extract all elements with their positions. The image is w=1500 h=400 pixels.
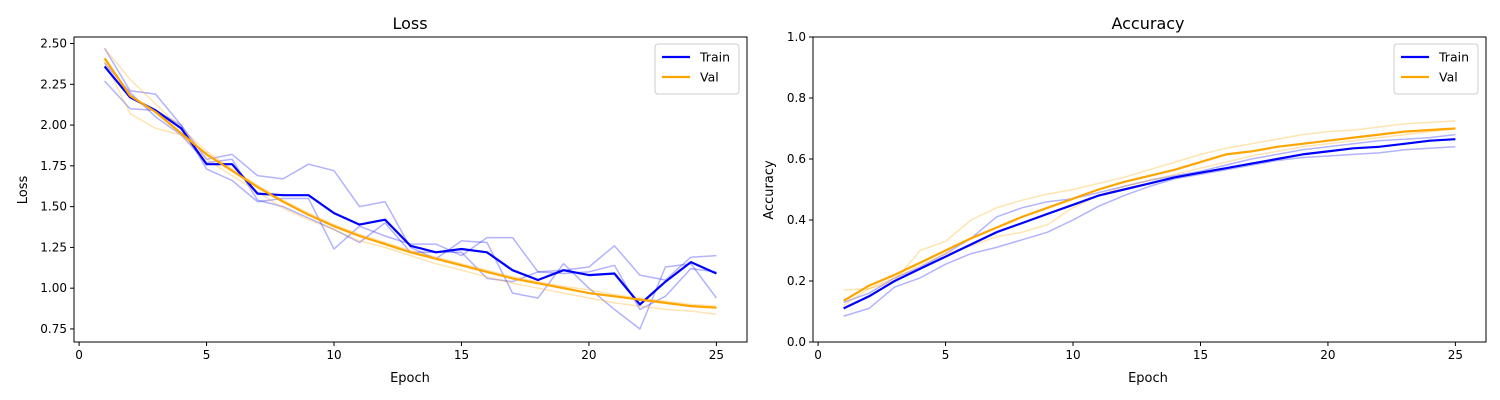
loss-chart-x-tick-label: 25 <box>709 348 724 362</box>
loss-chart-series-run-6-line <box>103 61 717 316</box>
accuracy-chart-y-tick-label: 0.2 <box>787 274 806 288</box>
accuracy-chart-ylabel: Accuracy <box>762 160 777 220</box>
loss-chart-y-tick-label: 2.00 <box>40 118 67 132</box>
accuracy-chart-xlabel: Epoch <box>1128 371 1168 386</box>
loss-chart-legend-label-val: Val <box>700 70 719 85</box>
loss-chart-xlabel: Epoch <box>390 371 430 386</box>
accuracy-chart-series-train-line <box>843 138 1456 310</box>
accuracy-chart-legend-label-val: Val <box>1439 70 1458 85</box>
accuracy-chart-y-tick-label: 0.8 <box>787 91 806 105</box>
accuracy-chart-axes-frame <box>812 36 1487 343</box>
loss-chart-x-tick-label: 15 <box>454 348 469 362</box>
loss-chart-series-train-line <box>103 65 717 306</box>
accuracy-chart-y-tick-label: 0.4 <box>787 213 806 227</box>
accuracy-chart-y-tick-label: 0.6 <box>787 152 806 166</box>
loss-chart-ylabel: Loss <box>16 176 31 205</box>
loss-chart-panel: Loss Epoch Loss 0 5 10 15 20 25 0.75 1.00 1.25 1.… <box>16 14 748 386</box>
loss-chart-y-tick-label: 2.50 <box>40 37 67 51</box>
accuracy-chart-y-tick-label: 0.0 <box>787 335 806 349</box>
accuracy-chart-x-tick-label: 20 <box>1320 348 1335 362</box>
accuracy-chart-series-run-2-line <box>843 133 1456 304</box>
accuracy-chart-panel: Accuracy Epoch Accuracy 0 5 10 15 20 25 0.0 0.2… <box>762 14 1487 386</box>
accuracy-chart-title: Accuracy <box>1111 14 1184 33</box>
loss-chart-series-run-5-line <box>104 47 717 307</box>
accuracy-chart-x-tick-label: 5 <box>942 348 950 362</box>
loss-chart-axes-frame <box>73 36 748 343</box>
loss-chart-series-run-1-line <box>103 48 717 281</box>
loss-chart-series-val-line <box>103 57 717 309</box>
accuracy-chart-legend-label-train: Train <box>1438 50 1469 65</box>
loss-chart-title: Loss <box>392 14 427 33</box>
loss-chart-y-tick-label: 2.25 <box>40 77 67 91</box>
accuracy-chart-x-tick-label: 0 <box>814 348 822 362</box>
loss-chart-x-tick-label: 10 <box>326 348 341 362</box>
loss-chart-series-run-2-line <box>104 80 718 330</box>
loss-chart-x-tick-label: 5 <box>203 348 211 362</box>
accuracy-chart-legend: Train Val <box>1393 43 1479 95</box>
loss-chart-y-tick-label: 0.75 <box>40 322 67 336</box>
loss-chart-y-tick-label: 1.25 <box>40 240 67 254</box>
loss-chart-x-tick-label: 0 <box>75 348 83 362</box>
loss-chart-y-tick-label: 1.75 <box>40 159 67 173</box>
accuracy-chart-x-tick-label: 25 <box>1448 348 1463 362</box>
accuracy-chart-series-run-4-line <box>843 120 1456 291</box>
accuracy-chart-series-val-line <box>843 127 1456 302</box>
loss-chart-y-tick-label: 1.50 <box>40 200 67 214</box>
accuracy-chart-y-tick-label: 1.0 <box>787 30 806 44</box>
accuracy-chart-series-run-5-line <box>843 127 1456 307</box>
loss-chart-legend-label-train: Train <box>699 50 730 65</box>
loss-chart-legend: Train Val <box>654 43 740 95</box>
loss-chart-x-tick-label: 20 <box>581 348 596 362</box>
accuracy-chart-x-tick-label: 15 <box>1193 348 1208 362</box>
accuracy-chart-x-tick-label: 10 <box>1065 348 1080 362</box>
loss-chart-y-tick-label: 1.00 <box>40 281 67 295</box>
accuracy-chart-series-run-1-line <box>843 146 1456 317</box>
